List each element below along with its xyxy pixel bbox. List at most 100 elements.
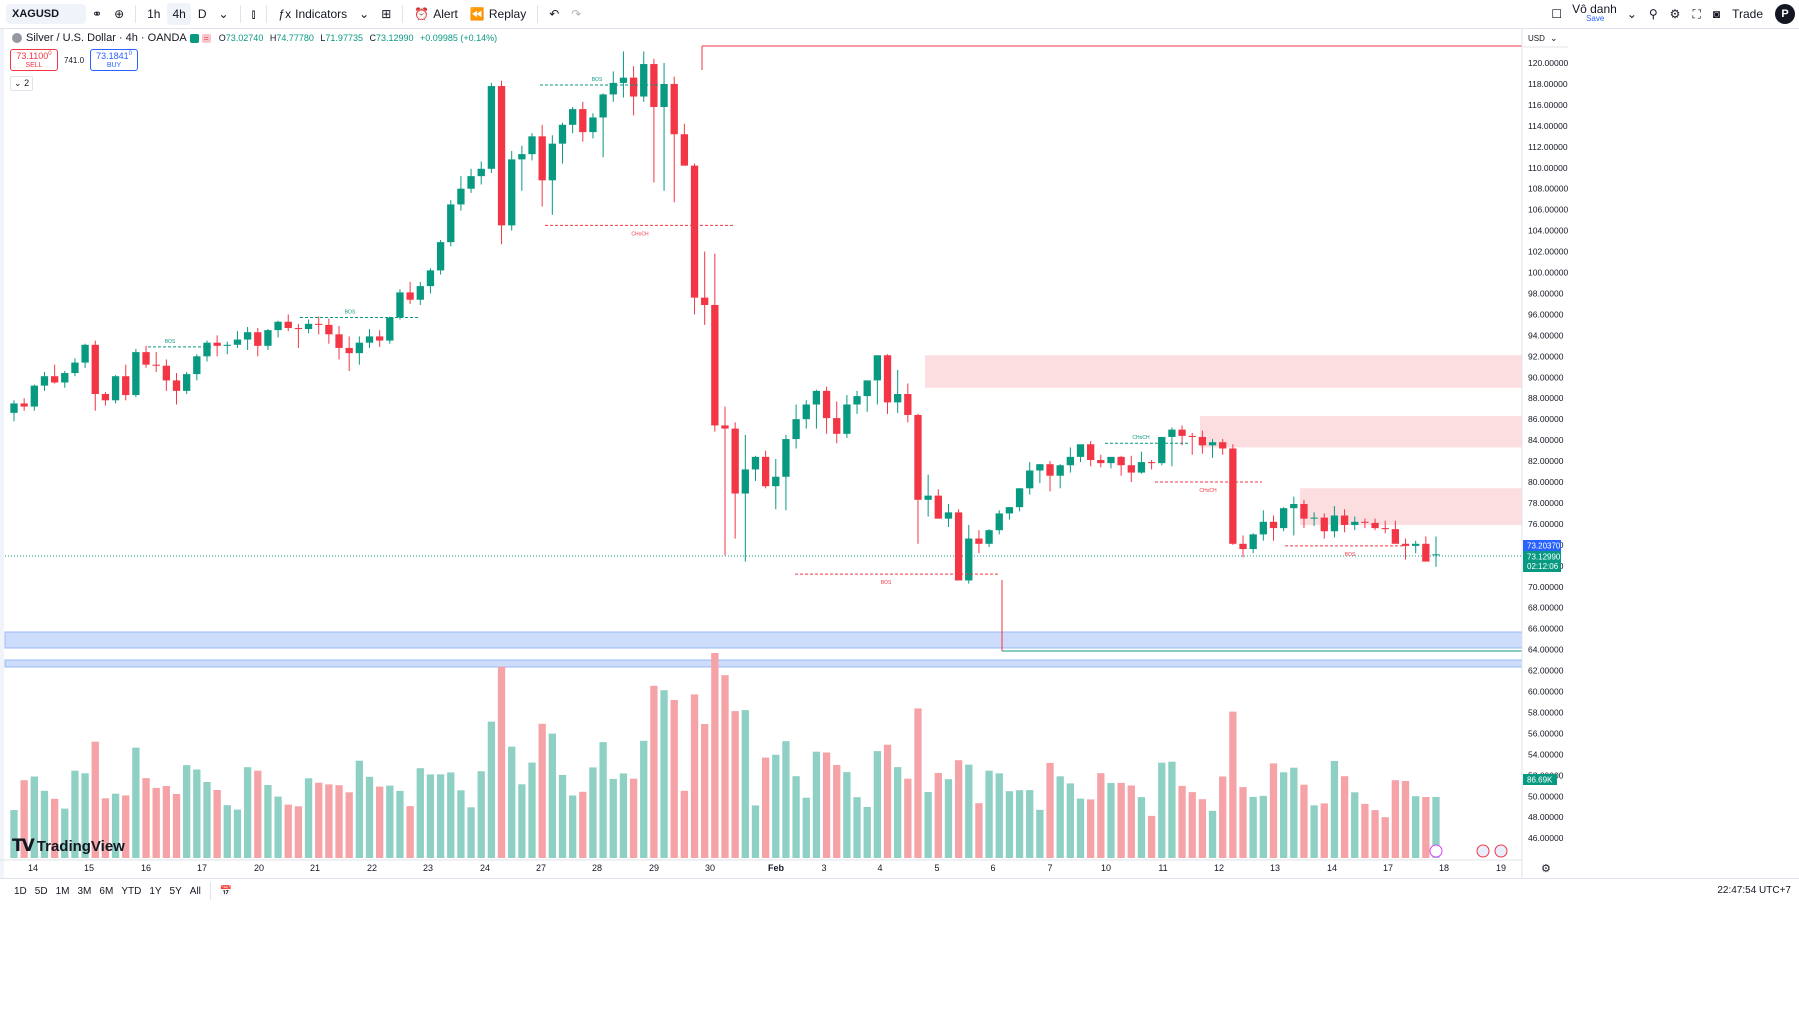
range-1d[interactable]: 1D — [14, 885, 27, 897]
go-to-date-calendar-icon[interactable]: 📅 — [219, 885, 233, 897]
currency-chevron-icon[interactable]: ⌄ — [1550, 33, 1558, 43]
candle — [528, 136, 536, 155]
structure-label: BOS — [345, 310, 356, 316]
sell-button[interactable]: 73.11000 SELL — [10, 49, 58, 71]
trade-button[interactable]: Trade — [1732, 7, 1763, 21]
range-5d[interactable]: 5D — [34, 885, 48, 897]
interval-dropdown-chevron-icon[interactable]: ⌄ — [218, 7, 229, 21]
ohlc-values: O73.02740 H74.77780 L71.97735 C73.12990 … — [219, 33, 501, 43]
volume-bar — [1290, 767, 1298, 858]
candle — [518, 154, 526, 160]
candle — [833, 418, 841, 434]
add-symbol-icon[interactable]: ⊕ — [114, 7, 125, 21]
volume-bar — [1076, 798, 1085, 858]
price-axis-label: 58.00000 — [1528, 707, 1564, 717]
range-ytd[interactable]: YTD — [121, 885, 142, 897]
indicators-button[interactable]: ƒx Indicators — [273, 3, 352, 25]
volume-bar — [589, 767, 597, 858]
candle — [731, 428, 739, 494]
time-axis-label: 23 — [423, 863, 433, 873]
us-flag-event-icon[interactable] — [1494, 844, 1508, 858]
range-3m[interactable]: 3M — [77, 885, 92, 897]
price-axis-label: 80.00000 — [1528, 477, 1564, 487]
candle — [294, 328, 303, 330]
volume-bar — [71, 770, 79, 858]
volume-bar — [751, 805, 760, 858]
replay-button[interactable]: ⏪ Replay — [465, 3, 531, 25]
volume-bar — [1117, 782, 1125, 858]
price-axis-label: 102.00000 — [1528, 247, 1568, 257]
range-all[interactable]: All — [189, 885, 201, 897]
interval-d[interactable]: D — [197, 7, 207, 21]
snapshot-camera-icon[interactable]: ◙ — [1712, 7, 1721, 21]
divider — [239, 5, 241, 23]
layout-checkbox-icon[interactable]: ☐ — [1551, 7, 1563, 21]
candle — [914, 414, 922, 500]
price-axis-label: 94.00000 — [1528, 330, 1564, 340]
time-axis-label: 19 — [1496, 863, 1506, 873]
us-flag-event-icon[interactable] — [1476, 844, 1490, 858]
volume-bar — [345, 792, 353, 858]
candle — [355, 342, 363, 354]
time-axis-label: 18 — [1439, 863, 1449, 873]
candle — [497, 86, 506, 226]
alert-button[interactable]: ⏰ Alert — [409, 3, 463, 25]
candle — [1279, 508, 1288, 529]
undo-icon[interactable]: ↶ — [549, 7, 560, 21]
candle — [690, 165, 699, 298]
buy-button[interactable]: 73.18410 BUY — [90, 49, 139, 71]
fullscreen-icon[interactable]: ⛶ — [1692, 6, 1701, 21]
event-lightning-icon[interactable] — [1429, 844, 1443, 858]
sell-price-sup: 0 — [48, 51, 52, 57]
price-axis-label: 92.00000 — [1528, 351, 1564, 361]
candle — [315, 323, 323, 325]
currency-label[interactable]: USD — [1528, 34, 1545, 43]
axis-settings-gear-icon[interactable]: ⚙ — [1541, 863, 1551, 875]
legend-title[interactable]: Silver / U.S. Dollar · 4h · OANDA — [26, 32, 187, 44]
symbol-search[interactable]: XAGUSD — [6, 4, 86, 24]
account-dropdown-chevron-icon[interactable]: ⌄ — [1626, 7, 1637, 21]
candle — [1015, 488, 1024, 508]
price-axis-label: 88.00000 — [1528, 393, 1564, 403]
indicators-dropdown-chevron-icon[interactable]: ⌄ — [359, 7, 370, 21]
volume-bar — [274, 796, 282, 858]
interval-4h[interactable]: 4h — [167, 3, 191, 25]
candle — [761, 456, 770, 487]
candle — [213, 342, 221, 346]
range-6m[interactable]: 6M — [99, 885, 114, 897]
layouts-icon[interactable]: ⊞ — [381, 7, 392, 21]
redo-icon[interactable]: ↷ — [571, 7, 582, 21]
volume-bar — [772, 754, 780, 858]
candle-type-icon[interactable]: ⫾ — [251, 6, 256, 21]
volume-bar — [924, 792, 932, 858]
range-1y[interactable]: 1Y — [149, 885, 162, 897]
quick-search-icon[interactable]: ⚲ — [1648, 7, 1658, 21]
replay-label: Replay — [488, 7, 527, 21]
candle — [1208, 442, 1217, 446]
candle — [589, 117, 597, 133]
range-1m[interactable]: 1M — [55, 885, 70, 897]
utc-clock[interactable]: 22:47:54 UTC+7 — [1717, 885, 1791, 896]
volume-bar — [1432, 796, 1440, 858]
volume-bar — [1198, 799, 1207, 858]
time-axis-label: 11 — [1158, 863, 1167, 873]
candle — [172, 380, 181, 391]
candle — [1381, 528, 1389, 530]
range-5y[interactable]: 5Y — [169, 885, 182, 897]
price-axis-label: 118.00000 — [1528, 79, 1568, 89]
volume-bar — [20, 780, 28, 858]
candle — [1219, 442, 1227, 449]
volume-bar — [944, 779, 953, 858]
indicators-collapse-toggle[interactable]: ⌄ 2 — [10, 76, 34, 91]
candle — [640, 64, 648, 97]
candle — [426, 270, 435, 287]
account-button[interactable]: Vô danh Save — [1572, 3, 1617, 24]
compare-icon[interactable]: ⚭ — [92, 7, 103, 21]
settings-gear-icon[interactable]: ⚙ — [1669, 7, 1681, 21]
interval-1h[interactable]: 1h — [147, 7, 161, 21]
avatar[interactable]: P — [1775, 4, 1795, 24]
volume-bar — [548, 733, 556, 858]
tradingview-logo[interactable]: 𝗧𝗩 TradingView — [12, 836, 125, 856]
time-axis-label: 10 — [1101, 863, 1111, 873]
